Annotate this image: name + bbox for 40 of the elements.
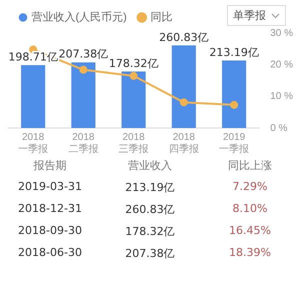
y2-tick-label: 10 % [270, 91, 294, 102]
y2-tick-label: 0 % [270, 122, 288, 134]
text: 178.32亿 [124, 224, 176, 239]
text: 8.10% [232, 202, 268, 217]
text: 2019-03-31 [17, 180, 83, 195]
text: 报告期 [32, 158, 68, 173]
data-label: 213.19亿 [209, 46, 259, 59]
text: 同比上涨 [227, 158, 273, 173]
text: 单季报 [233, 8, 266, 23]
text: 2018-12-31 [17, 202, 83, 217]
text: 18.39% [228, 246, 272, 261]
bar [71, 62, 96, 128]
point [230, 100, 238, 109]
legend-label: 营业收入(人民币元) [32, 10, 127, 24]
text: 213.19亿 [124, 180, 176, 195]
bar [122, 72, 146, 128]
text: 260.83亿 [124, 202, 176, 217]
text: 207.38亿 [124, 246, 176, 261]
bar [172, 45, 196, 128]
x-tick-label: 2018 四季报 [168, 132, 199, 155]
data-label: 207.38亿 [58, 48, 108, 61]
x-tick-label: 2018 二季报 [68, 132, 98, 155]
text: 7.29% [232, 180, 268, 195]
text: 2018-09-30 [17, 224, 83, 239]
x-tick-label: 2018 三季报 [118, 132, 149, 155]
bar [21, 65, 46, 128]
x-tick-label: 2018 一季报 [18, 132, 48, 155]
point [180, 98, 188, 106]
x-tick-label: 2019 一季报 [219, 132, 250, 155]
text: 16.45% [228, 224, 272, 239]
text: 2018-06-30 [17, 246, 83, 261]
text: 营业收入 [127, 158, 173, 173]
point [79, 66, 88, 74]
y2-tick-label: 20 % [270, 59, 294, 70]
bar [222, 60, 246, 128]
data-label: 260.83亿 [159, 30, 209, 44]
point [130, 72, 138, 80]
data-label: 178.32亿 [108, 56, 158, 70]
y2-tick-label: 30 % [270, 28, 294, 39]
legend-label: 同比 [150, 10, 172, 24]
